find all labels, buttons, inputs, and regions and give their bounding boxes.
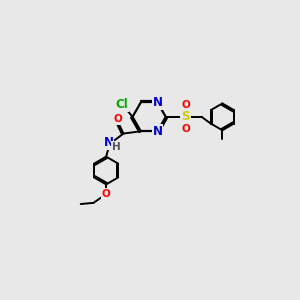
Text: N: N: [152, 96, 162, 109]
Text: N: N: [103, 136, 113, 149]
Text: O: O: [113, 114, 122, 124]
Text: S: S: [181, 110, 190, 123]
Text: H: H: [112, 142, 121, 152]
Text: N: N: [152, 125, 162, 138]
Text: Cl: Cl: [116, 98, 128, 111]
Text: O: O: [181, 124, 190, 134]
Text: O: O: [102, 189, 110, 199]
Text: O: O: [181, 100, 190, 110]
